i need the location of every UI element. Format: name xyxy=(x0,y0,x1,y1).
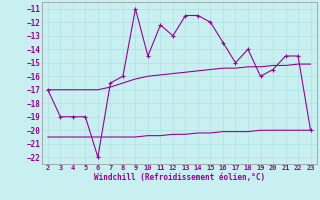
X-axis label: Windchill (Refroidissement éolien,°C): Windchill (Refroidissement éolien,°C) xyxy=(94,173,265,182)
